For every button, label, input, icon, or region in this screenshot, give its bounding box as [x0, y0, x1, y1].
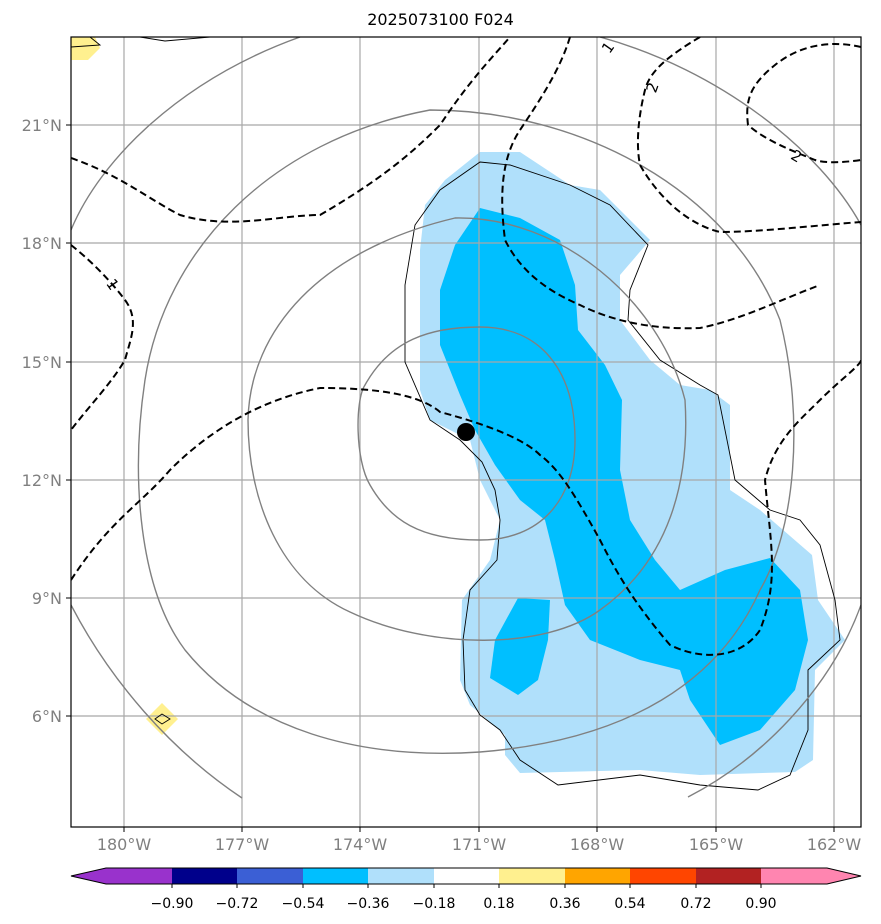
colorbar-segment — [696, 868, 761, 884]
lat-tick-label: 9°N — [32, 589, 62, 608]
colorbar-segment — [106, 868, 172, 884]
contour-label: 2 — [642, 80, 662, 95]
colorbar: −0.90 −0.72 −0.54 −0.36 −0.18 0.18 0.36 … — [70, 867, 862, 912]
storm-center-marker — [457, 423, 475, 441]
map-frame — [70, 36, 862, 828]
colorbar-label: −0.90 — [151, 896, 194, 912]
colorbar-label: 0.18 — [483, 896, 514, 912]
lat-tick-label: 21°N — [22, 116, 62, 135]
lon-tick-label: 162°W — [807, 835, 862, 854]
colorbar-label: −0.36 — [347, 896, 390, 912]
colorbar-label: 0.90 — [745, 896, 776, 912]
lon-tick-label: 174°W — [333, 835, 388, 854]
colorbar-segment — [630, 868, 696, 884]
lat-tick-label: 12°N — [22, 471, 62, 490]
lat-tick-label: 15°N — [22, 353, 62, 372]
gray-isolines — [71, 37, 861, 799]
colorbar-segment — [761, 868, 827, 884]
thin-outline-contours — [71, 37, 841, 791]
colorbar-label: −0.18 — [413, 896, 456, 912]
colorbar-segment — [237, 868, 303, 884]
colorbar-segment — [172, 868, 237, 884]
yellow-shading-diamond — [146, 703, 178, 735]
colorbar-extend-right — [827, 868, 861, 884]
colorbar-extend-left — [71, 868, 106, 884]
gridlines — [71, 37, 861, 827]
colorbar-label: −0.54 — [282, 896, 325, 912]
lat-tick-label: 6°N — [32, 707, 62, 726]
colorbar-label: −0.72 — [216, 896, 259, 912]
colorbar-label: 0.36 — [549, 896, 580, 912]
dashed-contours — [71, 37, 861, 656]
lon-tick-label: 165°W — [689, 835, 744, 854]
yellow-shading-topleft — [71, 37, 100, 60]
colorbar-segment — [434, 868, 499, 884]
tick-marks — [66, 124, 835, 832]
map-title: 2025073100 F024 — [367, 10, 514, 29]
colorbar-outline — [70, 867, 862, 885]
colorbar-segment — [303, 868, 368, 884]
colorbar-segment — [565, 868, 630, 884]
lon-tick-label: 168°W — [570, 835, 625, 854]
colorbar-segment — [499, 868, 565, 884]
lon-tick-label: 171°W — [452, 835, 507, 854]
map-panel: 1 2 1 2 — [71, 37, 861, 827]
lon-tick-label: 177°W — [215, 835, 270, 854]
lon-tick-label: 180°W — [97, 835, 152, 854]
lat-tick-label: 18°N — [22, 234, 62, 253]
colorbar-label: 0.54 — [614, 896, 645, 912]
colorbar-label: 0.72 — [680, 896, 711, 912]
colorbar-segment — [368, 868, 434, 884]
blue-shading-southwest — [490, 598, 550, 695]
